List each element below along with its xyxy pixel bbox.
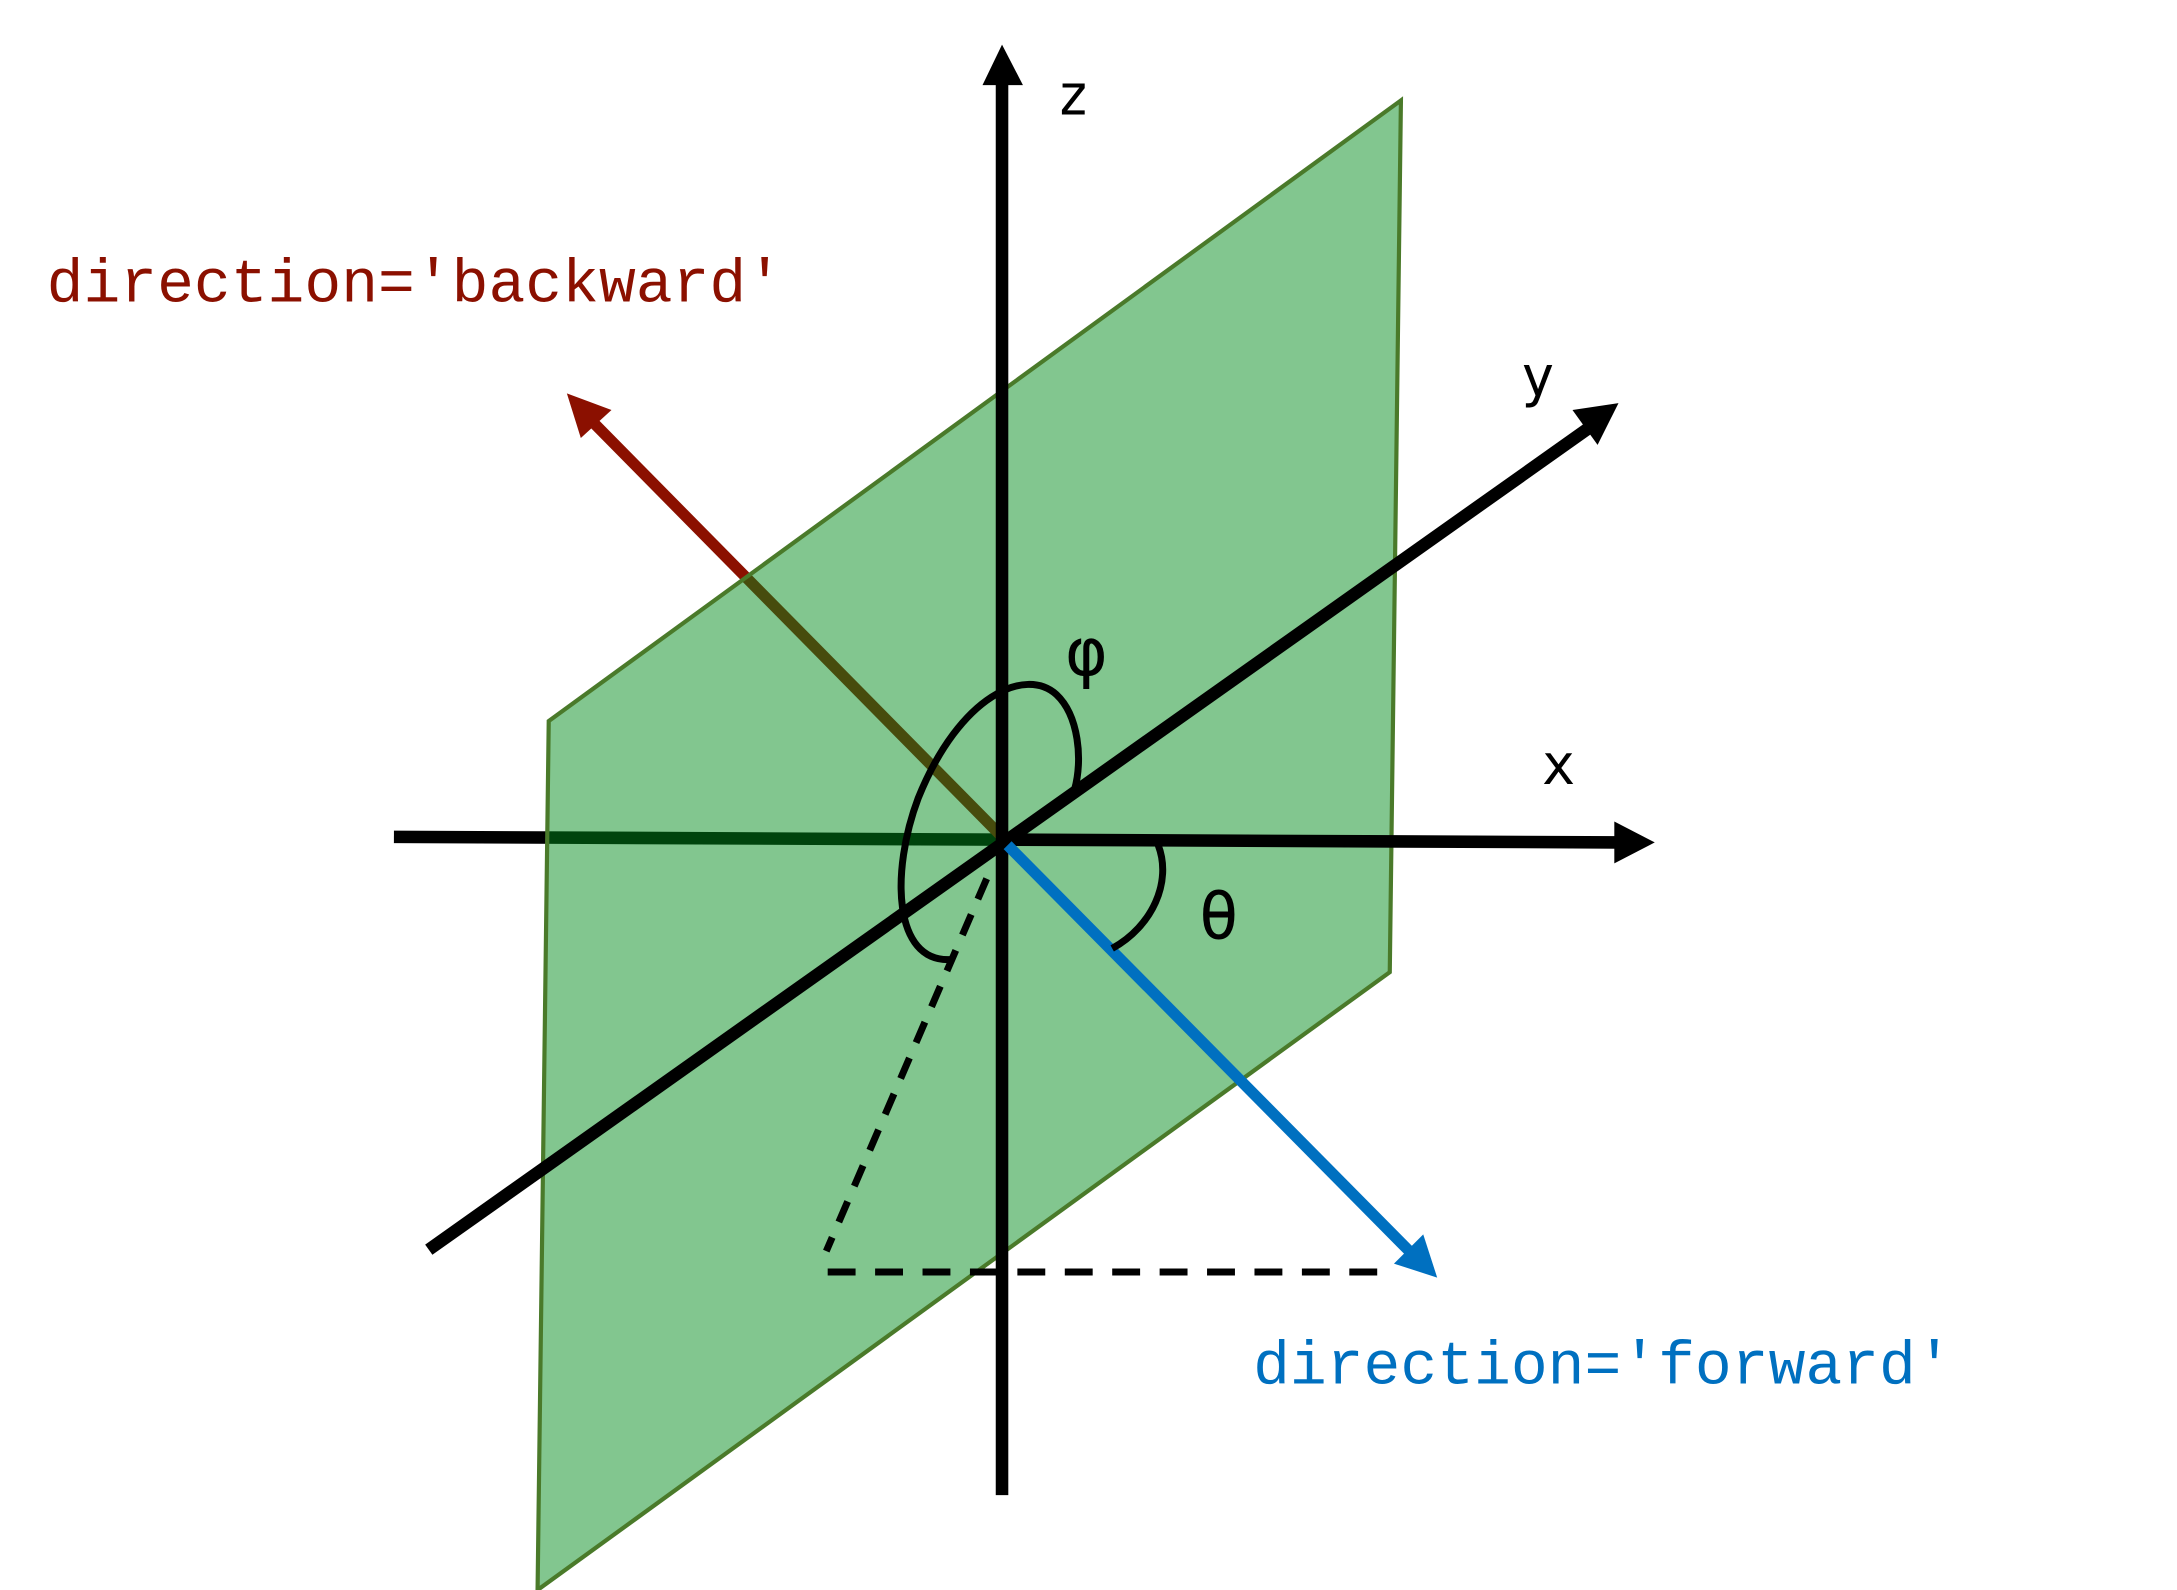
- x-axis-arrow-head: [1614, 821, 1655, 864]
- phi-arc: [897, 681, 1082, 964]
- y-axis-arrow-head: [1572, 403, 1619, 445]
- theta-arc: [1110, 843, 1167, 952]
- z-axis-arrow-head: [982, 44, 1023, 86]
- forward-arrow-shaft: [1003, 841, 1417, 1258]
- backward-label: direction='backward': [47, 251, 783, 320]
- backward-arrow-head: [566, 393, 612, 438]
- forward-arrow-head: [1393, 1234, 1438, 1278]
- x-axis-front: [999, 833, 1619, 849]
- phi-label: φ: [1066, 613, 1106, 691]
- x-axis-back: [393, 830, 1003, 846]
- theta-label: θ: [1199, 877, 1239, 955]
- plane: [535, 96, 1404, 1590]
- y-axis: [425, 421, 1595, 1255]
- projection-dashed-line: [823, 877, 990, 1253]
- z-axis-label: z: [1056, 63, 1090, 128]
- forward-label: direction='forward': [1253, 1334, 1953, 1403]
- y-axis-label: y: [1521, 345, 1555, 410]
- x-axis-label: x: [1542, 733, 1576, 798]
